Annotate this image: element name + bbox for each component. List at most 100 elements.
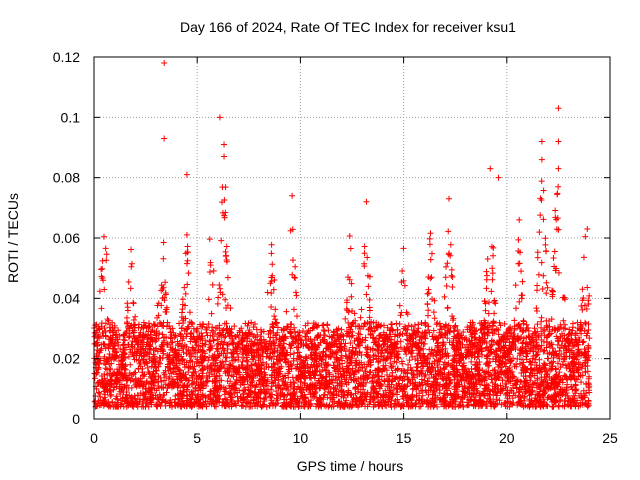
- data-point: [169, 339, 176, 346]
- data-point: [365, 283, 372, 290]
- data-point: [483, 276, 490, 283]
- data-point: [533, 305, 540, 312]
- data-point: [292, 263, 299, 270]
- data-point: [181, 284, 188, 291]
- data-point: [534, 282, 541, 289]
- data-point: [270, 286, 277, 293]
- data-point: [378, 322, 385, 329]
- data-point: [239, 351, 246, 358]
- data-point: [332, 373, 339, 380]
- data-point: [323, 377, 330, 384]
- data-point: [426, 375, 433, 382]
- data-point: [244, 322, 251, 329]
- data-point: [585, 300, 592, 307]
- data-point: [525, 328, 532, 335]
- data-point: [527, 389, 534, 396]
- data-point: [582, 233, 589, 240]
- data-point: [212, 378, 219, 385]
- data-point: [206, 338, 213, 345]
- data-point: [548, 375, 555, 382]
- data-point: [338, 326, 345, 333]
- data-point: [366, 326, 373, 333]
- data-point: [183, 350, 190, 357]
- data-point: [444, 391, 451, 398]
- data-point: [397, 338, 404, 345]
- data-point: [397, 312, 404, 319]
- data-point: [424, 312, 431, 319]
- data-point: [268, 250, 275, 257]
- data-point: [343, 381, 350, 388]
- data-point: [402, 348, 409, 355]
- data-point: [326, 371, 333, 378]
- data-point: [459, 341, 466, 348]
- data-point: [141, 352, 148, 359]
- data-point: [184, 257, 191, 264]
- data-point: [215, 353, 222, 360]
- data-point: [349, 307, 356, 314]
- data-point: [534, 254, 541, 261]
- data-point: [224, 274, 231, 281]
- data-point: [436, 329, 443, 336]
- data-point: [186, 309, 193, 316]
- data-point: [129, 349, 136, 356]
- data-point: [275, 384, 282, 391]
- data-point: [346, 232, 353, 239]
- data-point: [516, 260, 523, 267]
- data-point: [366, 296, 373, 303]
- data-point: [534, 249, 541, 256]
- data-point: [243, 366, 250, 373]
- data-point: [264, 289, 271, 296]
- data-point: [184, 243, 191, 250]
- data-point: [347, 245, 354, 252]
- data-point: [156, 319, 163, 326]
- data-point: [449, 342, 456, 349]
- data-point: [332, 368, 339, 375]
- data-point: [428, 250, 435, 257]
- data-point: [218, 377, 225, 384]
- data-point: [208, 310, 215, 317]
- data-point: [512, 345, 519, 352]
- data-point: [290, 350, 297, 357]
- data-point: [470, 390, 477, 397]
- data-point: [359, 364, 366, 371]
- data-point: [263, 353, 270, 360]
- data-point: [393, 373, 400, 380]
- data-point: [194, 325, 201, 332]
- data-point: [579, 297, 586, 304]
- data-point: [490, 252, 497, 259]
- data-point: [401, 383, 408, 390]
- data-point: [535, 401, 542, 408]
- data-point: [308, 346, 315, 353]
- data-point: [99, 265, 106, 272]
- data-point: [188, 381, 195, 388]
- data-point: [222, 184, 229, 191]
- data-point: [223, 354, 230, 361]
- data-point: [375, 379, 382, 386]
- data-point: [305, 327, 312, 334]
- data-point: [489, 379, 496, 386]
- data-point: [401, 376, 408, 383]
- data-point: [248, 362, 255, 369]
- data-point: [203, 326, 210, 333]
- data-point: [115, 327, 122, 334]
- data-point: [322, 359, 329, 366]
- data-point: [451, 328, 458, 335]
- data-point: [482, 300, 489, 307]
- data-point: [274, 347, 281, 354]
- data-point: [289, 257, 296, 264]
- data-point: [451, 376, 458, 383]
- data-point: [526, 334, 533, 341]
- data-point: [555, 183, 562, 190]
- data-point: [96, 326, 103, 333]
- data-point: [231, 323, 238, 330]
- data-point: [402, 325, 409, 332]
- data-point: [91, 398, 98, 405]
- data-point: [176, 320, 183, 327]
- data-point: [121, 331, 128, 338]
- data-point: [424, 290, 431, 297]
- data-point: [542, 235, 549, 242]
- data-point: [434, 319, 441, 326]
- data-point: [270, 324, 277, 331]
- data-point: [238, 403, 245, 410]
- data-point: [365, 326, 372, 333]
